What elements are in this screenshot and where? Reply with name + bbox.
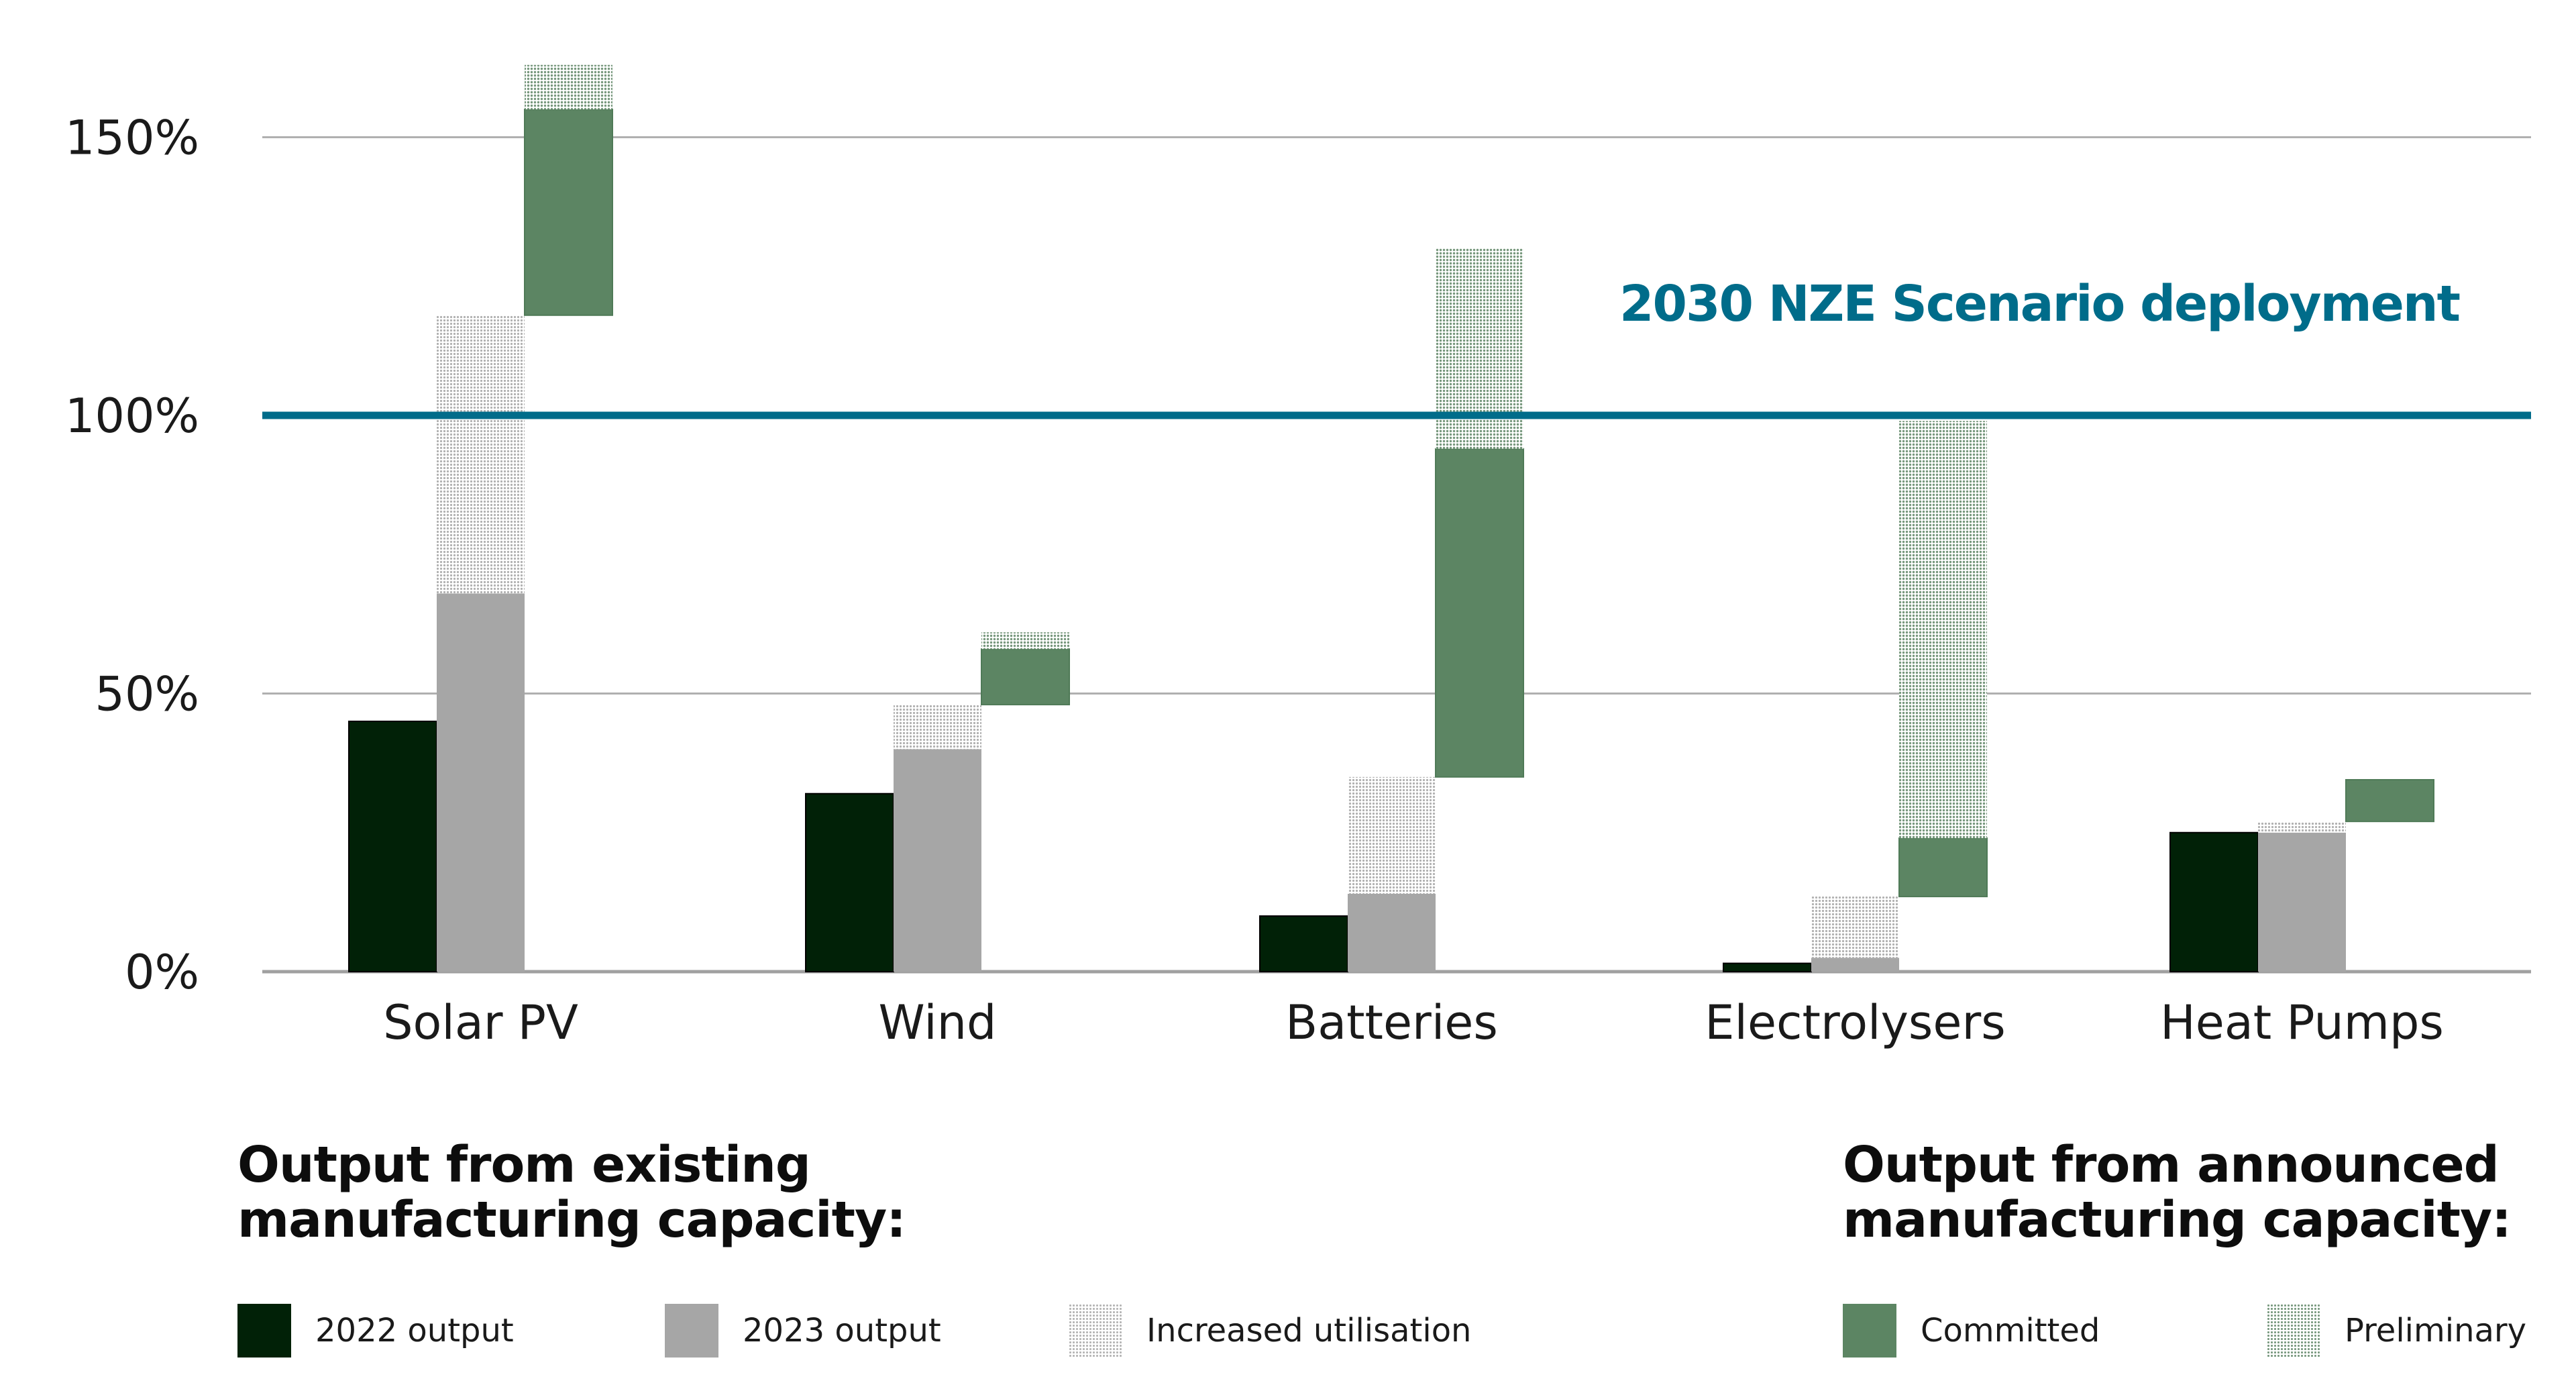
legend-swatch-preliminary (2267, 1304, 2320, 1358)
bar-2023-output-electrolysers (1811, 958, 1899, 972)
bar-increased-utilisation-electrolysers (1811, 897, 1899, 958)
legend-header-announced-line2: manufacturing capacity: (1843, 1191, 2512, 1249)
legend-swatch-2022-output (237, 1304, 291, 1358)
x-category-label-heat-pumps: Heat Pumps (2160, 995, 2444, 1050)
bar-2023-output-batteries (1348, 893, 1436, 972)
legend-item-preliminary: Preliminary (2267, 1304, 2526, 1358)
legend-label-2022-output: 2022 output (315, 1312, 514, 1349)
y-tick-label: 50% (95, 667, 199, 722)
legend-item-2023-output: 2023 output (665, 1304, 941, 1358)
y-tick-label: 100% (65, 389, 199, 444)
legend-label-increased-utilisation: Increased utilisation (1146, 1312, 1472, 1349)
legend-header-existing: Output from existing manufacturing capac… (237, 1137, 906, 1247)
legend-item-increased-utilisation: Increased utilisation (1069, 1304, 1471, 1358)
legend-label-preliminary: Preliminary (2345, 1312, 2527, 1349)
bar-increased-utilisation-heat-pumps (2258, 821, 2346, 833)
bar-2022-output-batteries (1259, 915, 1348, 972)
legend-header-existing-line1: Output from existing (237, 1136, 811, 1194)
bar-2023-output-solar-pv (437, 593, 525, 972)
legend-label-2023-output: 2023 output (743, 1312, 941, 1349)
bar-preliminary-electrolysers (1899, 421, 1987, 839)
legend-item-committed: Committed (1843, 1304, 2100, 1358)
y-tick-label: 150% (65, 111, 199, 166)
bar-2023-output-wind (894, 749, 981, 972)
chart-canvas: 0% 50% 100% 150% 2030 NZE Scenario deployme… (65, 64, 2531, 1050)
x-category-label-solar-pv: Solar PV (383, 995, 578, 1050)
y-axis-tick-labels: 0% 50% 100% 150% (65, 111, 199, 1001)
bar-2022-output-wind (805, 792, 894, 972)
bar-preliminary-wind (981, 632, 1069, 650)
legend-header-existing-line2: manufacturing capacity: (237, 1191, 906, 1249)
bar-increased-utilisation-wind (894, 705, 981, 750)
y-tick-label: 0% (125, 945, 199, 1000)
bar-committed-solar-pv (524, 109, 613, 316)
bar-committed-batteries (1435, 448, 1524, 778)
legend-label-committed: Committed (1921, 1312, 2100, 1349)
bar-2022-output-electrolysers (1723, 962, 1812, 972)
x-category-label-batteries: Batteries (1285, 995, 1498, 1050)
bar-committed-heat-pumps (2345, 778, 2434, 823)
legend-swatch-2023-output (665, 1304, 718, 1358)
bars (348, 64, 2434, 972)
reference-line-group: 2030 NZE Scenario deployment (262, 275, 2531, 419)
bar-increased-utilisation-batteries (1348, 776, 1436, 894)
bar-2022-output-heat-pumps (2169, 831, 2259, 972)
bar-committed-electrolysers (1898, 837, 1988, 898)
legend-swatch-increased-utilisation (1069, 1304, 1122, 1358)
bar-2022-output-solar-pv (348, 720, 437, 972)
x-category-label-electrolysers: Electrolysers (1705, 995, 2005, 1050)
legend-swatch-committed (1843, 1304, 1896, 1358)
bar-increased-utilisation-solar-pv (437, 315, 525, 594)
legend-item-2022-output: 2022 output (237, 1304, 514, 1358)
x-axis-category-labels: Solar PV Wind Batteries Electrolysers Heat P… (383, 995, 2444, 1050)
reference-line-label: 2030 NZE Scenario deployment (1619, 275, 2460, 333)
legend-header-announced: Output from announced manufacturing capa… (1843, 1136, 2512, 1249)
legend-header-announced-line1: Output from announced (1843, 1136, 2500, 1194)
bar-committed-wind (981, 648, 1070, 706)
bar-preliminary-solar-pv (525, 64, 612, 110)
x-category-label-wind: Wind (879, 995, 997, 1050)
bar-2023-output-heat-pumps (2258, 832, 2346, 972)
